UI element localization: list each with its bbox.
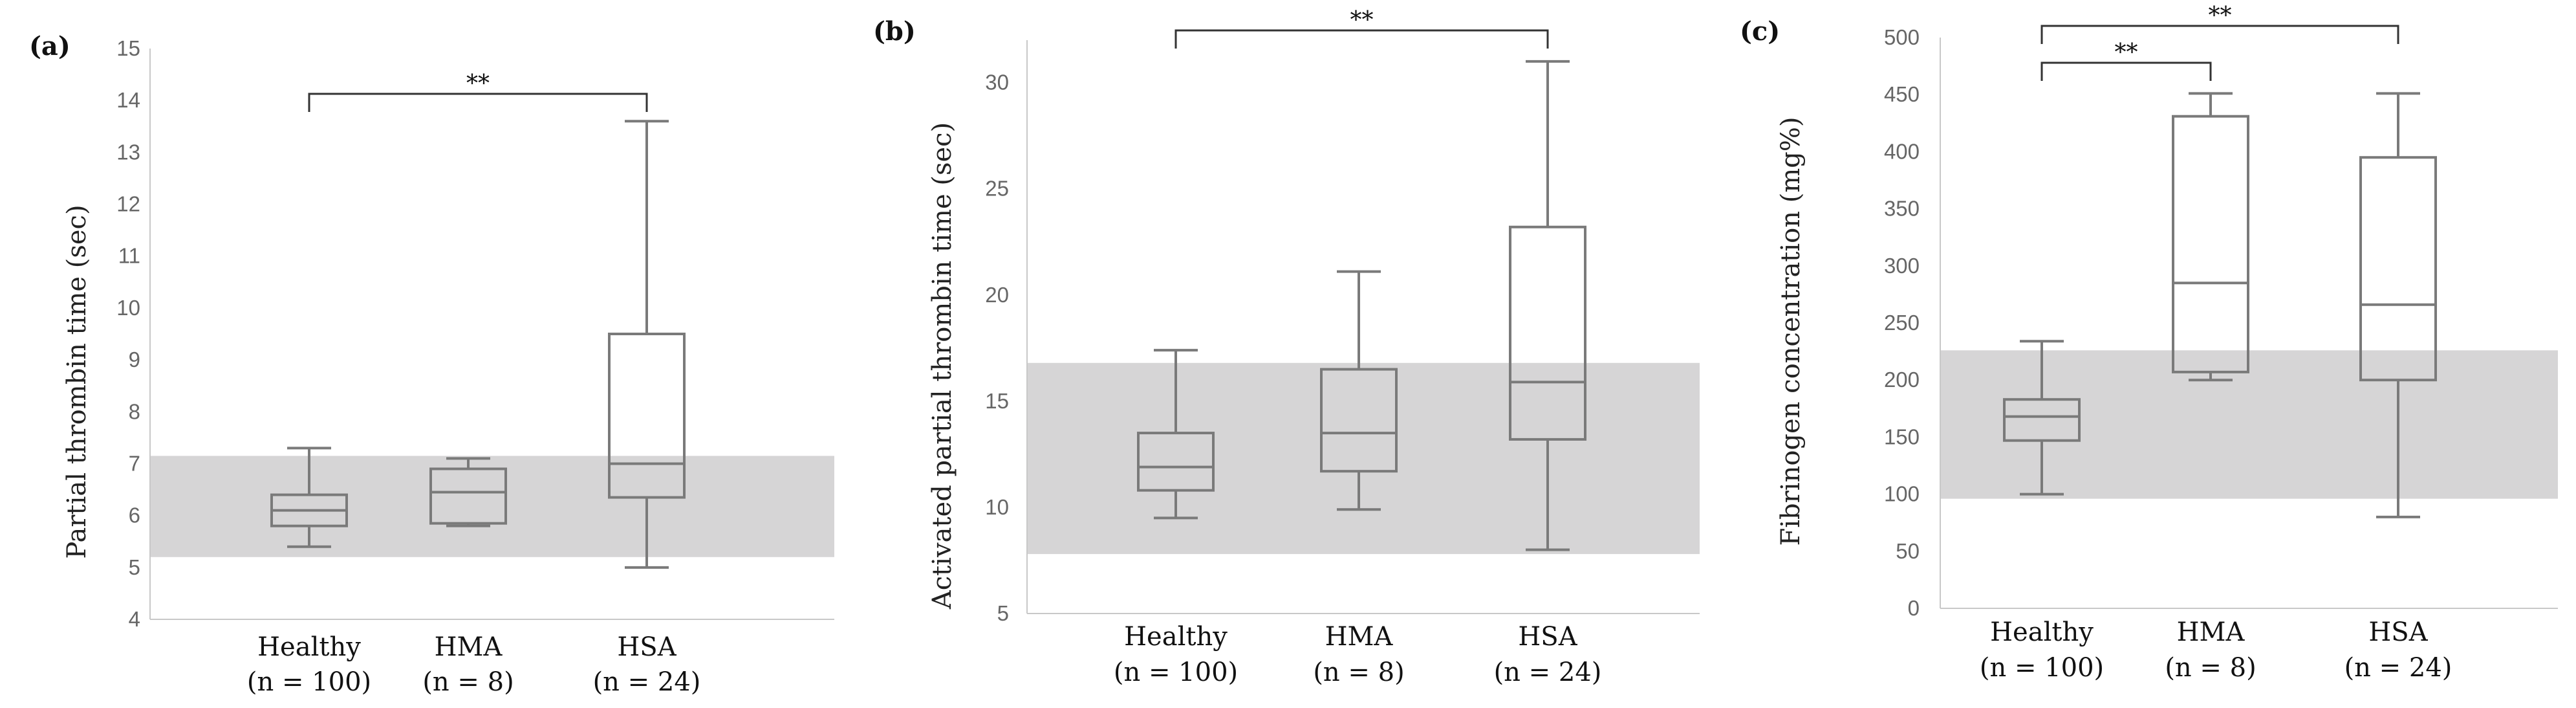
panel-b-category-label: HSA: [1518, 622, 1577, 652]
panel-c-box-body: [2003, 398, 2081, 442]
panel-c-y-tick-label: 500: [1884, 25, 1920, 49]
panel-a-y-tick-label: 13: [116, 140, 140, 164]
panel-b-y-tick-label: 30: [985, 71, 1009, 94]
panel-b-category-n-label: (n = 100): [1114, 658, 1238, 687]
panel-c-category-n-label: (n = 24): [2344, 653, 2452, 683]
panel-a-y-tick-label: 8: [129, 399, 140, 423]
panel-c-y-tick-label: 450: [1884, 82, 1920, 106]
panel-c-y-tick-label: 350: [1884, 197, 1920, 221]
panel-b-category-label: Healthy: [1124, 622, 1228, 652]
panel-a-y-tick-label: 15: [116, 36, 140, 60]
panel-b: (b) Activated partial thrombin time (sec…: [873, 7, 1700, 687]
panel-a-y-tick-label: 11: [118, 244, 140, 268]
panel-c-plot: 0 50 100 150 200 250 300 350 400 450 500 Healthy (n …: [1884, 3, 2558, 683]
panel-c-y-tick-label: 250: [1884, 311, 1920, 335]
panel-c-y-tick-label: 400: [1884, 139, 1920, 163]
panel-a-plot: 4 5 6 7 8 9 10 11 12 13 14 15 Healthy (n = 100) HMA (n …: [116, 36, 834, 697]
panel-a-significance-label: **: [466, 71, 490, 97]
panel-c-category-label: HSA: [2368, 617, 2428, 647]
panel-c-y-tick-label: 200: [1884, 368, 1920, 392]
panel-a-reference-range-band: [150, 456, 834, 557]
panel-a-box-body: [429, 467, 507, 525]
panel-b-category-n-label: (n = 24): [1494, 658, 1602, 687]
panel-a-category-label: HMA: [435, 632, 503, 662]
panel-a-y-tick-label: 7: [129, 451, 140, 475]
panel-c-box-hma: [2172, 92, 2249, 382]
panel-a-y-tick-label: 10: [116, 296, 140, 320]
panel-b-box-hsa: [1509, 60, 1586, 551]
panel-b-category-n-label: (n = 8): [1313, 658, 1404, 687]
panel-c-reference-range-band: [1940, 350, 2558, 499]
panel-b-category-label: HMA: [1325, 622, 1394, 652]
panel-c-box-body: [2172, 115, 2249, 373]
panel-b-y-tick-label: 10: [985, 495, 1009, 519]
panel-c-significance-label: **: [2209, 3, 2232, 29]
panel-b-y-tick-label: 25: [985, 177, 1009, 201]
panel-c-label: (c): [1740, 16, 1780, 47]
panel-a-y-tick-label: 12: [116, 192, 140, 216]
panel-a-category-label: HSA: [617, 632, 676, 662]
panel-c-box-body: [2359, 156, 2437, 382]
panel-a-y-tick-label: 4: [129, 607, 140, 631]
panel-b-box-healthy: [1137, 349, 1215, 520]
panel-b-box-body: [1509, 225, 1586, 441]
panel-c-y-tick-label: 300: [1884, 254, 1920, 278]
panel-c-category-label: HMA: [2177, 617, 2246, 647]
panel-a-y-tick-label: 14: [116, 88, 140, 112]
panel-a-y-axis-title: Partial thrombin time (sec): [62, 205, 92, 559]
panel-b-box-body: [1320, 368, 1398, 473]
panel-c-significance-bracket: [2040, 61, 2212, 81]
panel-a-y-tick-label: 9: [129, 348, 140, 371]
panel-c-significance-bracket: [2040, 25, 2399, 44]
panel-a: (a) Partial thrombin time (sec) 4 5 6 7 8 9 10…: [29, 31, 834, 697]
panel-b-significance-bracket: [1174, 29, 1549, 49]
panel-a-label: (a): [29, 31, 70, 61]
panel-c-y-tick-label: 0: [1908, 596, 1920, 620]
panel-a-category-n-label: (n = 24): [593, 667, 701, 697]
panel-b-significance-label: **: [1350, 7, 1374, 34]
panel-b-box-body: [1137, 432, 1215, 492]
panel-c-category-n-label: (n = 8): [2165, 653, 2256, 683]
panel-b-label: (b): [873, 16, 916, 47]
panel-a-y-tick-label: 6: [129, 503, 140, 527]
panel-b-y-tick-label: 15: [985, 389, 1009, 413]
panel-a-category-n-label: (n = 8): [422, 667, 514, 697]
panel-a-box-healthy: [270, 447, 348, 548]
panel-c-y-tick-label: 100: [1884, 482, 1920, 506]
panel-a-box-hma: [429, 457, 507, 527]
panel-a-box-body: [608, 333, 686, 499]
panel-c-box-hsa: [2359, 92, 2437, 518]
panel-c-y-tick-label: 150: [1884, 425, 1920, 448]
panel-a-category-label: Healthy: [257, 632, 361, 662]
panel-b-y-tick-label: 5: [997, 601, 1009, 625]
panel-b-y-tick-label: 20: [985, 283, 1009, 307]
panel-c: (c) Fibrinogen concentration (mg%) 0 50 10…: [1740, 3, 2558, 683]
panel-b-plot: 5 10 15 20 25 30 Healthy (n = 100) HMA (n = 8) HSA…: [985, 7, 1700, 687]
panel-b-y-axis-title: Activated partial thrombin time (sec): [927, 122, 957, 610]
panel-c-category-label: Healthy: [1990, 617, 2094, 647]
panel-a-y-tick-label: 5: [129, 555, 140, 579]
panel-b-box-hma: [1320, 270, 1398, 511]
panel-a-box-hsa: [608, 120, 686, 569]
panel-c-y-tick-label: 50: [1896, 539, 1920, 563]
panel-a-category-n-label: (n = 100): [247, 667, 371, 697]
panel-c-box-healthy: [2003, 340, 2081, 496]
panel-c-y-axis-title: Fibrinogen concentration (mg%): [1776, 117, 1806, 546]
panel-c-category-n-label: (n = 100): [1980, 653, 2104, 683]
panel-a-significance-bracket: [308, 93, 648, 112]
panel-c-significance-label: **: [2115, 39, 2138, 66]
